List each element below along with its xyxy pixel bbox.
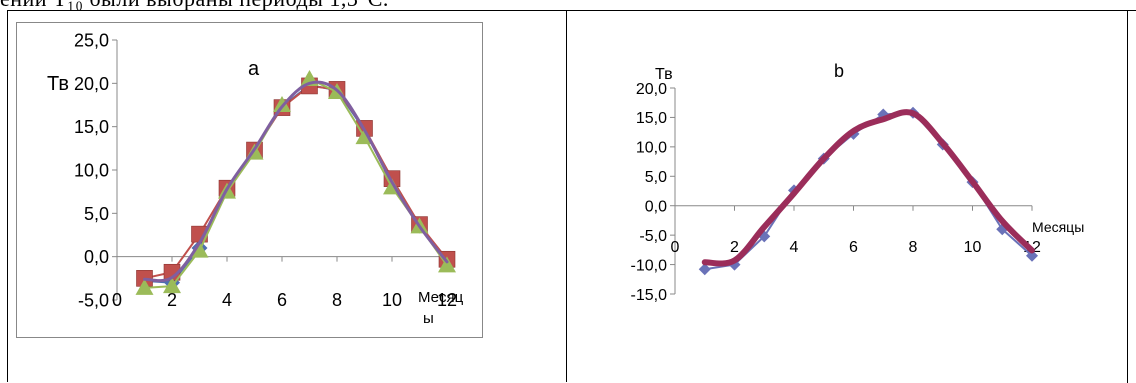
series-3-marker [163,277,181,294]
chart-title: a [248,58,260,80]
x-tick-label: 6 [849,239,858,256]
x-tick-label: 8 [332,290,342,310]
series-1-marker [1026,249,1038,262]
x-tick-label: 8 [909,239,918,256]
y-tick-label: 20,0 [636,81,667,98]
y-tick-label: 25,0 [74,30,109,50]
series-3-marker [190,241,209,258]
y-tick-label: 10,0 [636,140,667,157]
y-tick-label: -15,0 [631,287,668,304]
x-axis-label: Месяцы [1032,219,1084,235]
x-tick-label: 4 [790,239,799,256]
x-tick-label: 4 [222,290,232,310]
page-top-text: ении T₁₀ были выбраны периоды 1,3°C. [0,0,1136,10]
y-tick-label: 20,0 [74,74,109,94]
y-tick-label: -10,0 [631,257,668,274]
x-axis-label: Месяц [418,289,464,306]
series-3-marker [438,256,456,273]
y-tick-label: 5,0 [84,204,109,224]
y-tick-label: -5,0 [639,228,667,245]
x-tick-label: 0 [112,290,122,310]
x-tick-label: 2 [730,239,739,256]
x-tick-label: 10 [382,290,402,310]
series-2-line [701,109,1035,267]
table-cell-border [1127,11,1128,383]
series-1-marker [698,263,711,276]
y-axis-label: Тв [655,66,673,83]
table-cell-chart-b [566,10,1136,383]
y-tick-label: 15,0 [74,117,109,137]
x-tick-label: 10 [964,239,982,256]
y-tick-label: -5,0 [78,290,109,310]
series-3-marker [273,96,291,112]
x-tick-label: 6 [277,290,287,310]
y-tick-label: 5,0 [645,169,667,186]
x-tick-label: 2 [167,290,177,310]
y-tick-label: 15,0 [636,110,667,127]
table-cell-chart-a [7,10,566,382]
y-axis-label: Тв [47,73,69,95]
y-tick-label: 10,0 [74,160,109,180]
x-tick-label: 12 [437,290,457,310]
x-axis-label-wrap: ы [423,310,434,327]
x-tick-label: 0 [671,239,680,256]
y-tick-label: 0,0 [84,247,109,267]
series-4-line [143,80,449,283]
chart-a-frame [16,22,483,338]
series-3-marker [135,278,154,295]
chart-title: b [834,61,844,81]
y-tick-label: 0,0 [645,198,667,215]
